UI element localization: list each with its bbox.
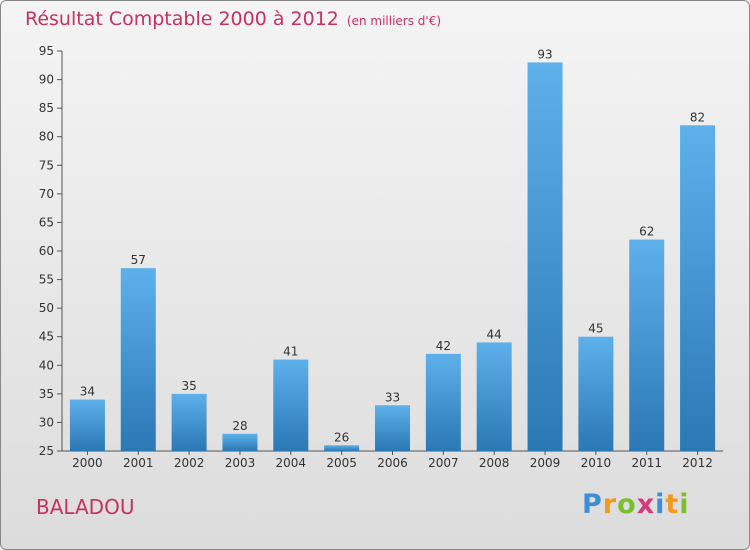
bar-2003 xyxy=(222,433,258,451)
x-tick-label: 2006 xyxy=(377,456,408,470)
y-tick-label: 85 xyxy=(39,101,54,115)
data-label: 57 xyxy=(131,253,146,267)
y-tick-label: 70 xyxy=(39,187,54,201)
x-tick-label: 2002 xyxy=(174,456,205,470)
x-tick-label: 2009 xyxy=(530,456,561,470)
bar-2007 xyxy=(425,353,461,451)
x-tick-label: 2012 xyxy=(682,456,713,470)
y-tick-label: 35 xyxy=(39,387,54,401)
x-tick-label: 2011 xyxy=(631,456,662,470)
y-tick-label: 90 xyxy=(39,73,54,87)
bar-2002 xyxy=(171,393,207,451)
data-label: 41 xyxy=(283,345,298,359)
city-name: BALADOU xyxy=(36,495,135,519)
y-tick-label: 65 xyxy=(39,215,54,229)
y-tick-label: 50 xyxy=(39,301,54,315)
bar-2010 xyxy=(578,336,614,451)
bar-2008 xyxy=(476,342,512,451)
bar-2004 xyxy=(273,359,309,451)
x-tick-label: 2008 xyxy=(479,456,510,470)
bar-2001 xyxy=(120,268,156,451)
y-tick-label: 40 xyxy=(39,358,54,372)
data-label: 45 xyxy=(588,322,603,336)
data-label: 44 xyxy=(487,327,502,341)
x-tick-label: 2005 xyxy=(326,456,357,470)
x-tick-label: 2004 xyxy=(276,456,307,470)
y-tick-label: 30 xyxy=(39,415,54,429)
y-tick-label: 45 xyxy=(39,330,54,344)
x-tick-label: 2007 xyxy=(428,456,459,470)
data-label: 34 xyxy=(80,385,95,399)
data-label: 35 xyxy=(181,379,196,393)
data-label: 42 xyxy=(436,339,451,353)
data-label: 93 xyxy=(537,47,552,61)
bar-2009 xyxy=(527,62,563,452)
y-tick-label: 60 xyxy=(39,244,54,258)
data-label: 28 xyxy=(232,419,247,433)
y-tick-label: 25 xyxy=(39,444,54,458)
proxiti-logo[interactable]: Proxiti xyxy=(582,489,690,520)
y-tick-label: 95 xyxy=(39,44,54,58)
chart-title: Résultat Comptable 2000 à 2012 (en millie… xyxy=(25,8,441,30)
bar-2005 xyxy=(324,445,360,451)
bar-2011 xyxy=(629,239,665,451)
bar-2006 xyxy=(375,405,410,451)
data-label: 82 xyxy=(690,110,705,124)
y-tick-label: 80 xyxy=(39,130,54,144)
y-tick-label: 55 xyxy=(39,273,54,287)
data-label: 26 xyxy=(334,430,349,444)
chart-title-text: Résultat Comptable 2000 à 2012 xyxy=(25,8,339,30)
y-tick-label: 75 xyxy=(39,158,54,172)
bar-2012 xyxy=(680,125,716,452)
data-label: 33 xyxy=(385,390,400,404)
data-label: 62 xyxy=(639,225,654,239)
x-tick-label: 2000 xyxy=(72,456,103,470)
x-tick-label: 2003 xyxy=(225,456,256,470)
bar-chart: 25 30 35 40 45 50 55 60 65 70 75 80 85 90 95 2000 34 200… xyxy=(39,44,723,470)
x-tick-label: 2001 xyxy=(123,456,154,470)
x-tick-label: 2010 xyxy=(581,456,612,470)
bar-2000 xyxy=(69,399,105,451)
chart-subtitle: (en milliers d'€) xyxy=(346,14,442,28)
